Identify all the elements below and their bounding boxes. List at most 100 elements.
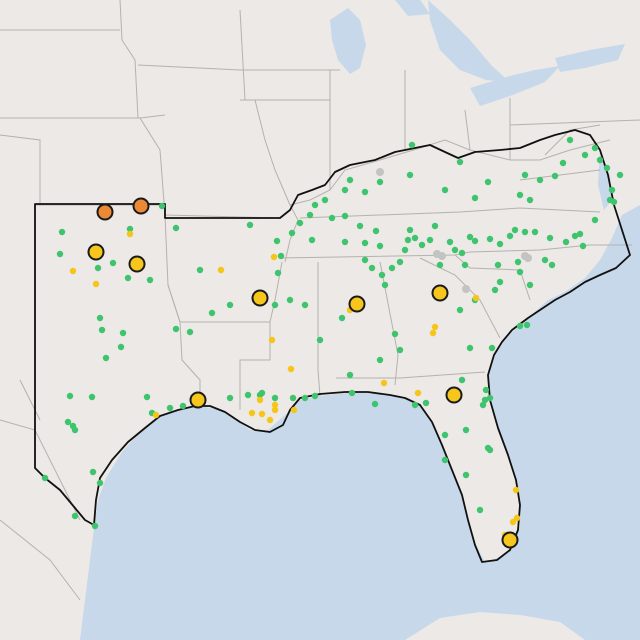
- small-yellow-marker[interactable]: [513, 514, 521, 522]
- green-dot-marker[interactable]: [119, 329, 127, 337]
- green-dot-marker[interactable]: [246, 221, 254, 229]
- green-dot-marker[interactable]: [548, 261, 556, 269]
- green-dot-marker[interactable]: [608, 186, 616, 194]
- green-dot-marker[interactable]: [496, 240, 504, 248]
- green-dot-marker[interactable]: [124, 274, 132, 282]
- green-dot-marker[interactable]: [466, 344, 474, 352]
- green-dot-marker[interactable]: [559, 159, 567, 167]
- green-dot-marker[interactable]: [306, 211, 314, 219]
- gray-marker[interactable]: [462, 285, 470, 293]
- green-dot-marker[interactable]: [256, 391, 264, 399]
- green-dot-marker[interactable]: [456, 158, 464, 166]
- green-dot-marker[interactable]: [391, 330, 399, 338]
- green-dot-marker[interactable]: [516, 191, 524, 199]
- large-yellow-marker[interactable]: [501, 531, 519, 549]
- small-yellow-marker[interactable]: [429, 329, 437, 337]
- green-dot-marker[interactable]: [491, 286, 499, 294]
- green-dot-marker[interactable]: [308, 236, 316, 244]
- green-dot-marker[interactable]: [521, 228, 529, 236]
- green-dot-marker[interactable]: [89, 468, 97, 476]
- green-dot-marker[interactable]: [591, 144, 599, 152]
- green-dot-marker[interactable]: [396, 346, 404, 354]
- green-dot-marker[interactable]: [506, 232, 514, 240]
- small-yellow-marker[interactable]: [380, 379, 388, 387]
- small-yellow-marker[interactable]: [431, 323, 439, 331]
- green-dot-marker[interactable]: [98, 326, 106, 334]
- gray-marker[interactable]: [524, 254, 532, 262]
- green-dot-marker[interactable]: [526, 196, 534, 204]
- green-dot-marker[interactable]: [411, 234, 419, 242]
- green-dot-marker[interactable]: [226, 394, 234, 402]
- green-dot-marker[interactable]: [289, 394, 297, 402]
- green-dot-marker[interactable]: [371, 400, 379, 408]
- green-dot-marker[interactable]: [511, 226, 519, 234]
- green-dot-marker[interactable]: [551, 172, 559, 180]
- green-dot-marker[interactable]: [71, 512, 79, 520]
- green-dot-marker[interactable]: [488, 344, 496, 352]
- green-dot-marker[interactable]: [466, 233, 474, 241]
- green-dot-marker[interactable]: [58, 228, 66, 236]
- green-dot-marker[interactable]: [64, 418, 72, 426]
- green-dot-marker[interactable]: [277, 252, 285, 260]
- green-dot-marker[interactable]: [356, 222, 364, 230]
- green-dot-marker[interactable]: [411, 401, 419, 409]
- green-dot-marker[interactable]: [596, 156, 604, 164]
- green-dot-marker[interactable]: [579, 242, 587, 250]
- green-dot-marker[interactable]: [328, 214, 336, 222]
- green-dot-marker[interactable]: [396, 258, 404, 266]
- green-dot-marker[interactable]: [406, 171, 414, 179]
- small-yellow-marker[interactable]: [126, 230, 134, 238]
- large-orange-marker[interactable]: [96, 203, 114, 221]
- green-dot-marker[interactable]: [361, 239, 369, 247]
- green-dot-marker[interactable]: [576, 230, 584, 238]
- green-dot-marker[interactable]: [296, 219, 304, 227]
- green-dot-marker[interactable]: [404, 236, 412, 244]
- green-dot-marker[interactable]: [462, 426, 470, 434]
- green-dot-marker[interactable]: [446, 238, 454, 246]
- green-dot-marker[interactable]: [481, 396, 489, 404]
- large-yellow-marker[interactable]: [431, 284, 449, 302]
- green-dot-marker[interactable]: [271, 301, 279, 309]
- green-dot-marker[interactable]: [388, 264, 396, 272]
- green-dot-marker[interactable]: [456, 306, 464, 314]
- green-dot-marker[interactable]: [486, 394, 494, 402]
- green-dot-marker[interactable]: [96, 479, 104, 487]
- green-dot-marker[interactable]: [301, 301, 309, 309]
- green-dot-marker[interactable]: [102, 354, 110, 362]
- green-dot-marker[interactable]: [476, 506, 484, 514]
- green-dot-marker[interactable]: [286, 296, 294, 304]
- green-dot-marker[interactable]: [172, 325, 180, 333]
- green-dot-marker[interactable]: [158, 202, 166, 210]
- green-dot-marker[interactable]: [471, 194, 479, 202]
- gray-marker[interactable]: [376, 168, 384, 176]
- green-dot-marker[interactable]: [361, 188, 369, 196]
- small-yellow-marker[interactable]: [270, 253, 278, 261]
- green-dot-marker[interactable]: [146, 276, 154, 284]
- green-dot-marker[interactable]: [41, 474, 49, 482]
- small-yellow-marker[interactable]: [287, 365, 295, 373]
- small-yellow-marker[interactable]: [256, 396, 264, 404]
- green-dot-marker[interactable]: [566, 136, 574, 144]
- green-dot-marker[interactable]: [479, 401, 487, 409]
- small-yellow-marker[interactable]: [472, 294, 480, 302]
- small-yellow-marker[interactable]: [217, 266, 225, 274]
- green-dot-marker[interactable]: [311, 392, 319, 400]
- small-yellow-marker[interactable]: [92, 280, 100, 288]
- green-dot-marker[interactable]: [536, 176, 544, 184]
- green-dot-marker[interactable]: [341, 238, 349, 246]
- large-yellow-marker[interactable]: [348, 295, 366, 313]
- green-dot-marker[interactable]: [109, 259, 117, 267]
- green-dot-marker[interactable]: [273, 237, 281, 245]
- small-yellow-marker[interactable]: [266, 416, 274, 424]
- green-dot-marker[interactable]: [514, 258, 522, 266]
- green-dot-marker[interactable]: [401, 246, 409, 254]
- green-dot-marker[interactable]: [541, 256, 549, 264]
- green-dot-marker[interactable]: [172, 224, 180, 232]
- large-yellow-marker[interactable]: [189, 391, 207, 409]
- green-dot-marker[interactable]: [346, 371, 354, 379]
- green-dot-marker[interactable]: [288, 229, 296, 237]
- green-dot-marker[interactable]: [526, 281, 534, 289]
- small-yellow-marker[interactable]: [271, 406, 279, 414]
- green-dot-marker[interactable]: [94, 264, 102, 272]
